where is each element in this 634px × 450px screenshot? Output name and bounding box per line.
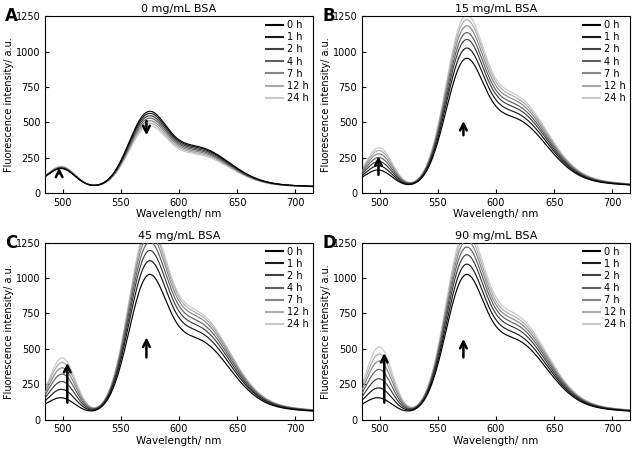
Title: 15 mg/mL BSA: 15 mg/mL BSA [455, 4, 537, 14]
Title: 0 mg/mL BSA: 0 mg/mL BSA [141, 4, 217, 14]
Y-axis label: Fluorescence intensity/ a.u.: Fluorescence intensity/ a.u. [4, 264, 14, 399]
Text: C: C [5, 234, 17, 252]
Title: 45 mg/mL BSA: 45 mg/mL BSA [138, 230, 220, 241]
Legend: 0 h, 1 h, 2 h, 4 h, 7 h, 12 h, 24 h: 0 h, 1 h, 2 h, 4 h, 7 h, 12 h, 24 h [265, 246, 310, 330]
Legend: 0 h, 1 h, 2 h, 4 h, 7 h, 12 h, 24 h: 0 h, 1 h, 2 h, 4 h, 7 h, 12 h, 24 h [582, 246, 627, 330]
X-axis label: Wavelength/ nm: Wavelength/ nm [136, 436, 222, 446]
Title: 90 mg/mL BSA: 90 mg/mL BSA [455, 230, 537, 241]
Legend: 0 h, 1 h, 2 h, 4 h, 7 h, 12 h, 24 h: 0 h, 1 h, 2 h, 4 h, 7 h, 12 h, 24 h [265, 19, 310, 104]
Y-axis label: Fluorescence intensity/ a.u.: Fluorescence intensity/ a.u. [4, 37, 14, 172]
X-axis label: Wavelength/ nm: Wavelength/ nm [136, 209, 222, 220]
X-axis label: Wavelength/ nm: Wavelength/ nm [453, 209, 539, 220]
Legend: 0 h, 1 h, 2 h, 4 h, 7 h, 12 h, 24 h: 0 h, 1 h, 2 h, 4 h, 7 h, 12 h, 24 h [582, 19, 627, 104]
Text: B: B [322, 8, 335, 26]
Y-axis label: Fluorescence intensity/ a.u.: Fluorescence intensity/ a.u. [321, 37, 331, 172]
Y-axis label: Fluorescence intensity/ a.u.: Fluorescence intensity/ a.u. [321, 264, 331, 399]
Text: A: A [5, 8, 18, 26]
X-axis label: Wavelength/ nm: Wavelength/ nm [453, 436, 539, 446]
Text: D: D [322, 234, 336, 252]
